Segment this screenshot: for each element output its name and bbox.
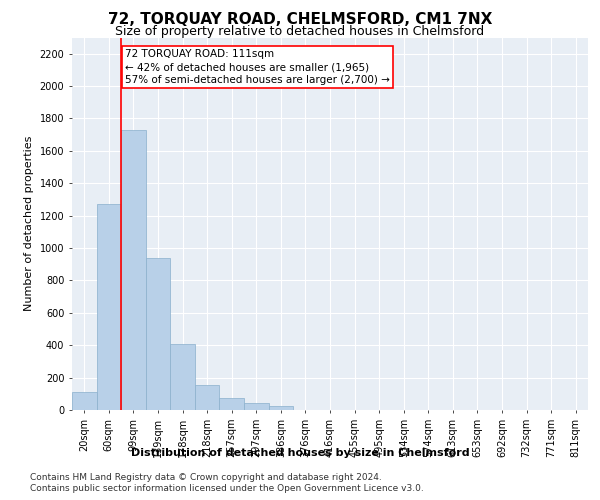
Bar <box>121 130 146 410</box>
Bar <box>195 385 220 410</box>
Text: Contains HM Land Registry data © Crown copyright and database right 2024.: Contains HM Land Registry data © Crown c… <box>30 472 382 482</box>
Bar <box>269 406 293 410</box>
Y-axis label: Number of detached properties: Number of detached properties <box>24 136 34 312</box>
Text: 72, TORQUAY ROAD, CHELMSFORD, CM1 7NX: 72, TORQUAY ROAD, CHELMSFORD, CM1 7NX <box>108 12 492 28</box>
Text: 72 TORQUAY ROAD: 111sqm
← 42% of detached houses are smaller (1,965)
57% of semi: 72 TORQUAY ROAD: 111sqm ← 42% of detache… <box>125 49 390 85</box>
Text: Distribution of detached houses by size in Chelmsford: Distribution of detached houses by size … <box>131 448 469 458</box>
Bar <box>72 392 97 410</box>
Bar <box>220 398 244 410</box>
Text: Contains public sector information licensed under the Open Government Licence v3: Contains public sector information licen… <box>30 484 424 493</box>
Bar <box>170 344 195 410</box>
Bar <box>97 204 121 410</box>
Bar <box>146 258 170 410</box>
Bar <box>244 402 269 410</box>
Text: Size of property relative to detached houses in Chelmsford: Size of property relative to detached ho… <box>115 25 485 38</box>
